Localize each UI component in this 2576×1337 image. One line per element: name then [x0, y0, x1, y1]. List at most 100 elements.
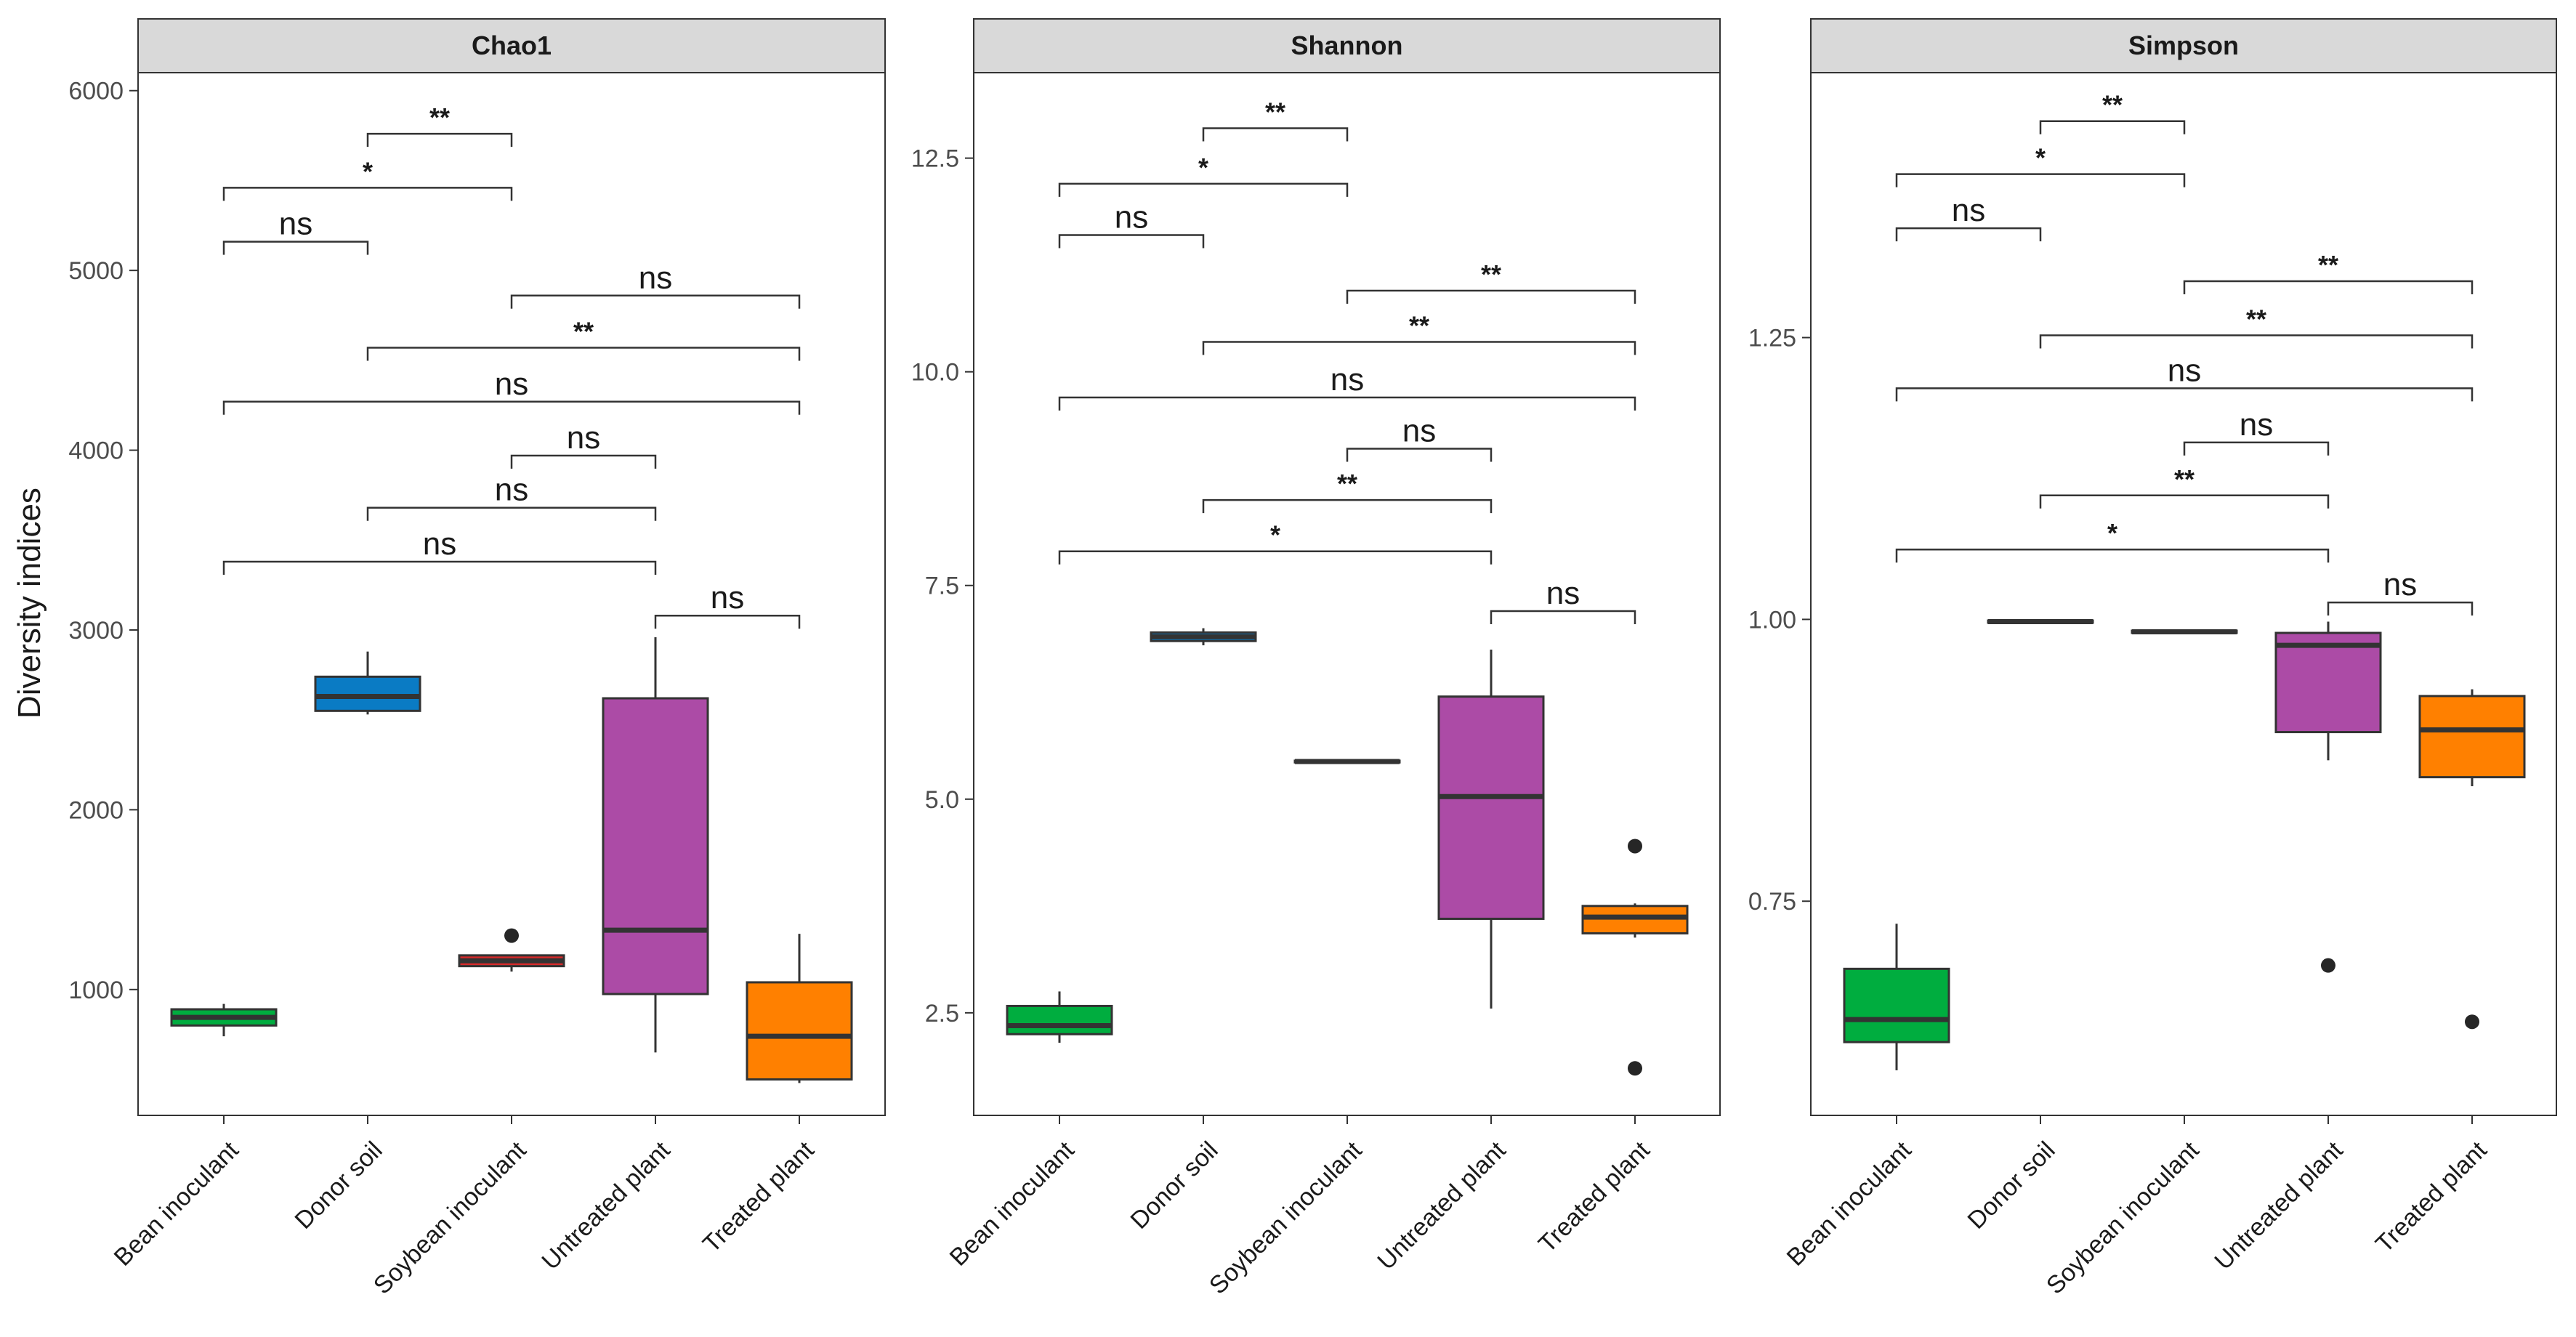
box-soybean-inoculant — [458, 928, 565, 972]
box-bean-inoculant — [170, 1003, 278, 1037]
significance-label: ** — [1337, 469, 1357, 498]
box-body — [746, 981, 853, 1081]
significance-label: ns — [639, 260, 672, 296]
box-body — [1581, 905, 1689, 934]
bracket-line — [1058, 234, 1205, 249]
box-treated-plant — [2418, 689, 2526, 1030]
box-body — [602, 697, 709, 995]
significance-label: * — [2035, 143, 2046, 173]
bracket-line — [2039, 334, 2474, 349]
comparison-bracket: * — [1058, 153, 1349, 197]
comparison-bracket: ns — [1490, 575, 1636, 625]
comparison-bracket: ns — [510, 260, 801, 309]
significance-label: ns — [2240, 407, 2273, 443]
bracket-line — [222, 241, 369, 255]
y-tick-label: 12.5 — [911, 145, 959, 173]
comparison-bracket: ns — [1058, 362, 1636, 411]
bracket-line — [1202, 498, 1493, 514]
comparison-bracket: ** — [2039, 464, 2330, 509]
bracket-line — [1202, 127, 1349, 142]
box-donor-soil — [1987, 619, 2094, 625]
comparison-bracket: ns — [222, 526, 657, 575]
outlier-point — [1628, 839, 1642, 854]
significance-label: ns — [567, 420, 600, 456]
bracket-line — [366, 132, 513, 148]
y-tick-label: 4000 — [68, 437, 124, 465]
y-tick-label: 5.0 — [925, 786, 959, 814]
bracket-line — [1346, 448, 1493, 462]
y-tick-label: 0.75 — [1748, 888, 1796, 916]
box-body — [2274, 631, 2382, 734]
significance-label: ** — [1409, 311, 1429, 341]
significance-label: ns — [1952, 193, 1985, 228]
significance-label: ns — [1402, 413, 1436, 449]
significance-label: ** — [573, 317, 594, 347]
box-untreated-plant — [1437, 649, 1545, 1009]
box-body — [1843, 967, 1950, 1043]
box-soybean-inoculant — [1293, 759, 1401, 764]
significance-label: * — [1270, 520, 1280, 550]
panel-strip — [973, 18, 1721, 73]
significance-label: ** — [2318, 250, 2338, 280]
significance-label: ns — [495, 472, 528, 508]
bracket-line — [1895, 387, 2474, 402]
outlier-point — [1628, 1061, 1642, 1076]
panel-strip — [1810, 18, 2557, 73]
box-bean-inoculant — [1006, 991, 1113, 1043]
significance-label: ns — [711, 580, 744, 615]
bracket-line — [1058, 182, 1349, 197]
bracket-line — [1346, 289, 1636, 304]
panel-title: Shannon — [1291, 31, 1403, 60]
y-tick-label: 1000 — [68, 977, 124, 1004]
box-soybean-inoculant — [2131, 629, 2238, 634]
bracket-line — [222, 400, 801, 415]
bracket-line — [1490, 610, 1636, 625]
y-tick-label: 1.25 — [1748, 325, 1796, 352]
comparison-bracket: ** — [2039, 304, 2474, 349]
comparison-bracket: ** — [2183, 250, 2474, 294]
bracket-line — [1895, 173, 2186, 187]
comparison-bracket: ** — [366, 317, 801, 361]
bracket-line — [2039, 494, 2330, 509]
bracket-line — [1058, 396, 1636, 411]
panel-strip — [137, 18, 886, 73]
outlier-point — [2321, 958, 2335, 973]
significance-label: ns — [2383, 567, 2417, 602]
bracket-line — [222, 560, 657, 575]
comparison-bracket: * — [1895, 518, 2330, 563]
significance-label: * — [1198, 153, 1208, 182]
comparison-bracket: ns — [654, 580, 801, 629]
bracket-line — [366, 506, 657, 521]
significance-label: ** — [2246, 304, 2266, 334]
bracket-line — [2039, 120, 2186, 134]
significance-label: ns — [1331, 362, 1364, 397]
comparison-bracket: ns — [1895, 193, 2042, 242]
box-untreated-plant — [602, 637, 709, 1053]
comparison-bracket: ns — [510, 420, 657, 469]
comparison-bracket: ns — [222, 366, 801, 415]
comparison-bracket: ** — [1202, 97, 1349, 142]
box-donor-soil — [314, 651, 421, 715]
significance-label: ** — [429, 102, 450, 132]
comparison-bracket: ns — [2327, 567, 2474, 616]
outlier-point — [504, 928, 519, 943]
y-tick-label: 2.5 — [925, 1000, 959, 1027]
significance-label: ns — [1115, 199, 1148, 235]
box-treated-plant — [1581, 839, 1689, 1076]
y-tick-label: 10.0 — [911, 359, 959, 387]
comparison-bracket: ns — [366, 472, 657, 521]
significance-label: ** — [2102, 90, 2123, 120]
significance-label: ns — [2168, 352, 2201, 388]
bracket-line — [2183, 441, 2330, 456]
comparison-bracket: ** — [1202, 469, 1493, 514]
significance-label: * — [2107, 518, 2117, 548]
box-body — [1437, 695, 1545, 920]
box-donor-soil — [1150, 628, 1257, 646]
bracket-line — [222, 187, 513, 201]
box-untreated-plant — [2274, 621, 2382, 973]
comparison-bracket: * — [1058, 520, 1493, 565]
box-body — [1006, 1004, 1113, 1035]
bracket-line — [2327, 601, 2474, 616]
comparison-bracket: ns — [1346, 413, 1493, 462]
panel-title: Chao1 — [472, 31, 552, 60]
